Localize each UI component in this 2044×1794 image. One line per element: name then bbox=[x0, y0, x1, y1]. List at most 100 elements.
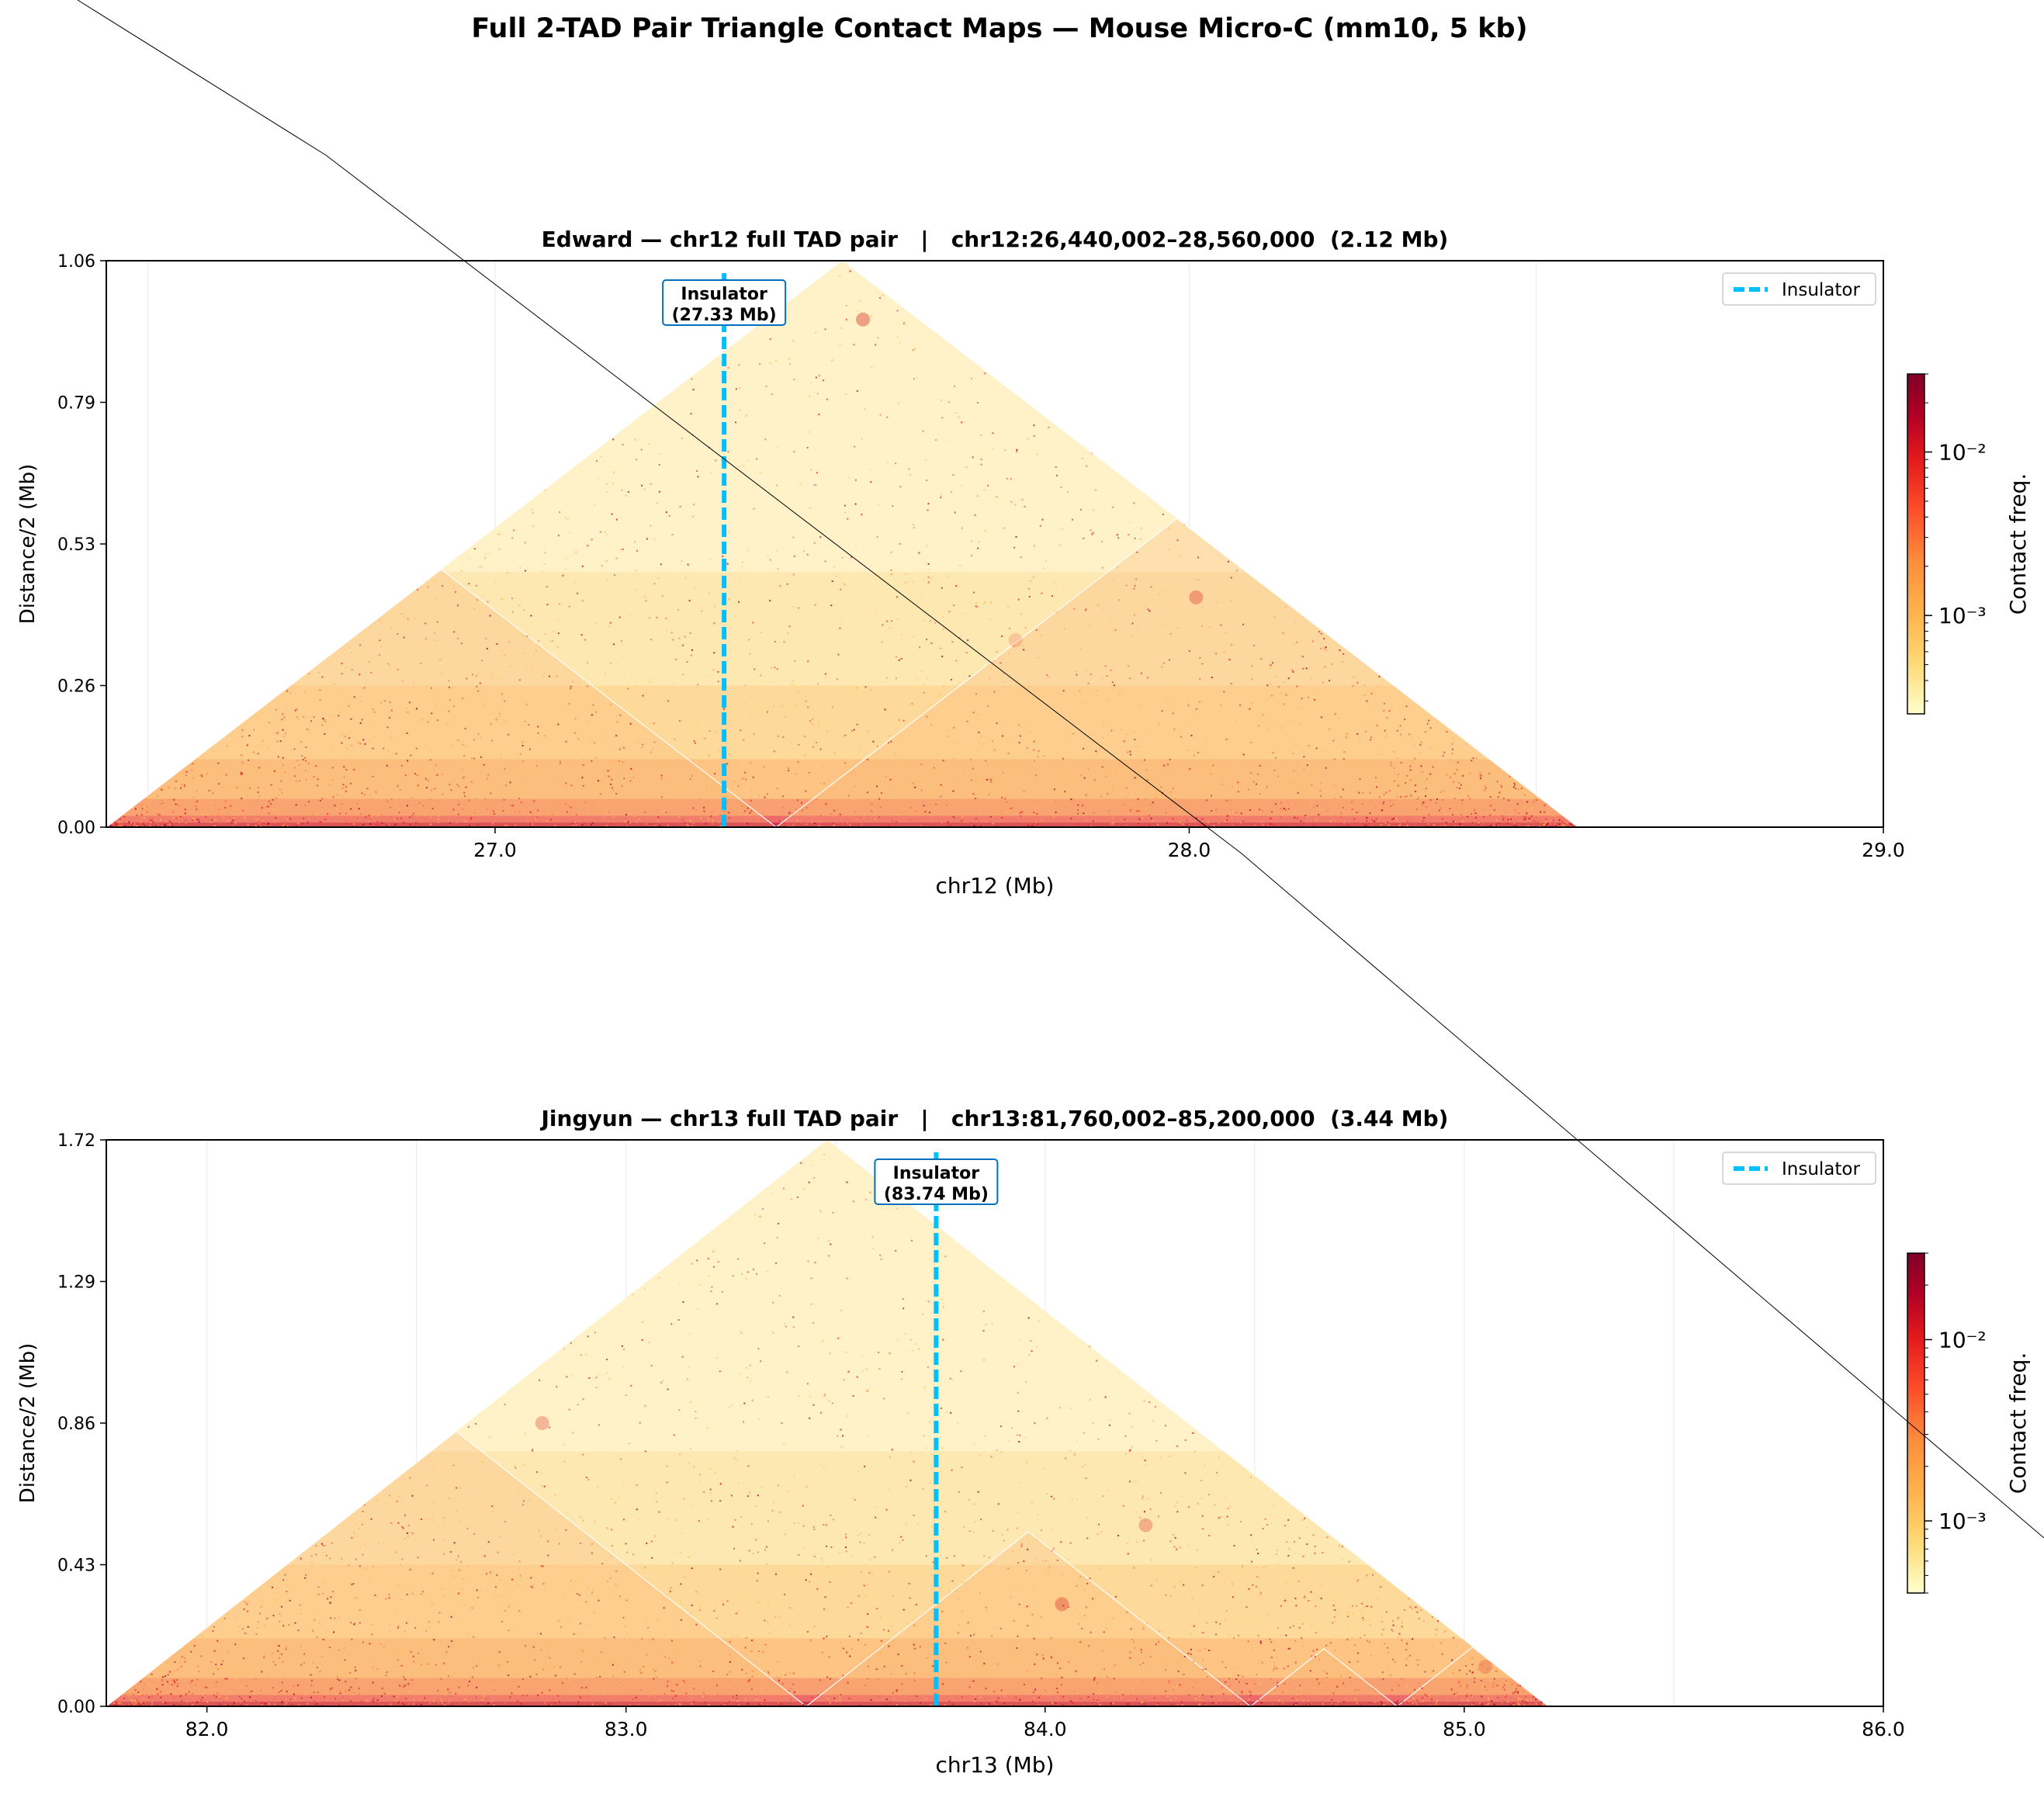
heatmap-pixel bbox=[1485, 1704, 1488, 1706]
heatmap-pixel bbox=[625, 494, 627, 497]
heatmap-pixel bbox=[1061, 528, 1063, 531]
heatmap-pixel bbox=[604, 531, 606, 533]
heatmap-pixel bbox=[858, 731, 861, 733]
heatmap-pixel bbox=[868, 1665, 870, 1668]
heatmap-pixel bbox=[941, 587, 943, 589]
heatmap-pixel bbox=[1276, 1685, 1278, 1687]
heatmap-pixel bbox=[403, 636, 405, 639]
heatmap-pixel bbox=[847, 686, 850, 688]
heatmap-pixel bbox=[919, 781, 921, 783]
heatmap-pixel bbox=[1346, 732, 1348, 735]
heatmap-pixel bbox=[354, 1524, 356, 1526]
heatmap-pixel bbox=[1396, 729, 1398, 732]
heatmap-pixel bbox=[664, 1656, 667, 1658]
heatmap-pixel bbox=[396, 1700, 398, 1702]
heatmap-pixel bbox=[424, 622, 427, 625]
heatmap-pixel bbox=[1280, 808, 1283, 810]
heatmap-pixel bbox=[537, 726, 539, 728]
heatmap-pixel bbox=[576, 813, 578, 816]
heatmap-pixel bbox=[1035, 821, 1038, 823]
heatmap-pixel bbox=[776, 788, 778, 790]
heatmap-pixel bbox=[1033, 1637, 1035, 1640]
heatmap-pixel bbox=[736, 765, 738, 767]
heatmap-pixel bbox=[695, 1701, 698, 1703]
heatmap-pixel bbox=[605, 825, 608, 827]
heatmap-pixel bbox=[1209, 691, 1211, 694]
heatmap-pixel bbox=[847, 518, 849, 520]
heatmap-pixel bbox=[157, 1668, 159, 1670]
heatmap-pixel bbox=[279, 1687, 282, 1689]
heatmap-pixel bbox=[1401, 1626, 1403, 1628]
heatmap-pixel bbox=[172, 811, 175, 813]
heatmap-pixel bbox=[978, 541, 980, 543]
heatmap-pixel bbox=[1125, 584, 1128, 587]
heatmap-pixel bbox=[1403, 795, 1405, 798]
heatmap-pixel bbox=[189, 780, 192, 782]
heatmap-pixel bbox=[296, 716, 298, 719]
heatmap-pixel bbox=[710, 788, 712, 790]
heatmap-pixel bbox=[477, 1676, 480, 1678]
heatmap-pixel bbox=[305, 1574, 307, 1576]
heatmap-pixel bbox=[1017, 1635, 1019, 1637]
heatmap-pixel bbox=[1131, 622, 1134, 625]
heatmap-pixel bbox=[1282, 799, 1284, 802]
heatmap-pixel bbox=[825, 803, 827, 805]
heatmap-pixel bbox=[1097, 1438, 1100, 1440]
heatmap-pixel bbox=[490, 723, 492, 726]
heatmap-pixel bbox=[792, 824, 794, 826]
heatmap-pixel bbox=[1425, 795, 1427, 797]
heatmap-pixel bbox=[1512, 786, 1515, 788]
heatmap-pixel bbox=[849, 270, 851, 272]
heatmap-pixel bbox=[606, 689, 608, 691]
heatmap-pixel bbox=[660, 778, 663, 780]
heatmap-pixel bbox=[417, 784, 419, 787]
heatmap-pixel bbox=[1564, 825, 1567, 827]
heatmap-pixel bbox=[210, 1661, 213, 1664]
heatmap-pixel bbox=[531, 666, 533, 668]
heatmap-pixel bbox=[397, 785, 399, 788]
heatmap-pixel bbox=[1070, 798, 1072, 801]
heatmap-pixel bbox=[1297, 706, 1300, 708]
heatmap-pixel bbox=[543, 1485, 546, 1487]
heatmap-pixel bbox=[1374, 820, 1376, 823]
heatmap-pixel bbox=[905, 581, 907, 584]
heatmap-pixel bbox=[183, 819, 185, 821]
heatmap-pixel bbox=[483, 779, 486, 781]
heatmap-pixel bbox=[314, 1704, 317, 1706]
heatmap-pixel bbox=[1101, 766, 1103, 768]
heatmap-pixel bbox=[449, 686, 451, 688]
contact-hotspot bbox=[1189, 590, 1204, 604]
heatmap-pixel bbox=[879, 1254, 882, 1256]
heatmap-pixel bbox=[900, 657, 902, 660]
heatmap-pixel bbox=[1493, 1703, 1495, 1706]
heatmap-pixel bbox=[665, 812, 667, 814]
heatmap-pixel bbox=[1168, 799, 1170, 802]
heatmap-pixel bbox=[813, 1625, 816, 1627]
heatmap-pixel bbox=[918, 1348, 920, 1350]
heatmap-pixel bbox=[622, 1366, 625, 1368]
heatmap-pixel bbox=[1293, 1540, 1295, 1543]
heatmap-pixel bbox=[878, 504, 881, 506]
heatmap-pixel bbox=[483, 1695, 485, 1697]
heatmap-pixel bbox=[224, 1697, 227, 1699]
heatmap-pixel bbox=[185, 819, 187, 822]
heatmap-pixel bbox=[1467, 788, 1470, 791]
heatmap-pixel bbox=[1436, 1629, 1438, 1631]
heatmap-pixel bbox=[954, 743, 956, 745]
heatmap-pixel bbox=[830, 1546, 833, 1548]
heatmap-pixel bbox=[1335, 788, 1337, 791]
heatmap-pixel bbox=[1391, 819, 1394, 821]
heatmap-pixel bbox=[134, 1688, 137, 1691]
heatmap-pixel bbox=[1242, 753, 1245, 756]
heatmap-pixel bbox=[381, 813, 383, 816]
heatmap-pixel bbox=[1456, 786, 1458, 788]
heatmap-pixel bbox=[849, 1655, 851, 1657]
heatmap-pixel bbox=[816, 1588, 819, 1590]
heatmap-pixel bbox=[839, 344, 841, 346]
heatmap-pixel bbox=[1169, 549, 1171, 551]
heatmap-pixel bbox=[1146, 779, 1148, 781]
heatmap-pixel bbox=[1493, 823, 1495, 825]
heatmap-pixel bbox=[284, 732, 286, 735]
heatmap-pixel bbox=[710, 1500, 712, 1502]
heatmap-pixel bbox=[504, 721, 506, 723]
